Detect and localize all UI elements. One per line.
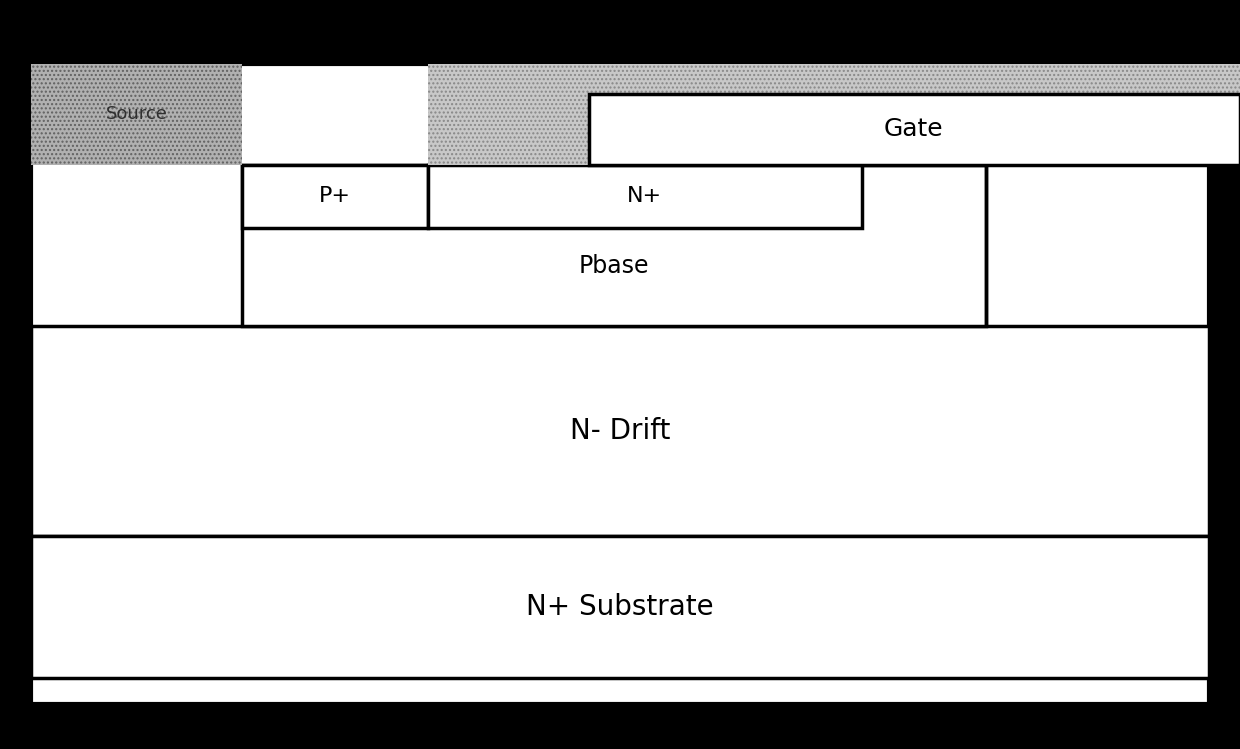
- Bar: [242, 165, 428, 228]
- Text: N+: N+: [627, 187, 662, 206]
- Bar: [428, 165, 862, 228]
- Text: P+: P+: [319, 187, 351, 206]
- Bar: [31, 64, 242, 165]
- Bar: [31, 64, 1209, 704]
- Bar: [0, 704, 1240, 749]
- Bar: [31, 326, 1209, 536]
- Bar: [428, 94, 589, 165]
- Text: Pbase: Pbase: [579, 254, 649, 278]
- Bar: [428, 64, 1240, 94]
- Bar: [589, 94, 1240, 165]
- Bar: [0, 0, 1240, 64]
- Text: Source: Source: [105, 105, 167, 123]
- Bar: [31, 536, 1209, 678]
- Text: N- Drift: N- Drift: [570, 416, 670, 445]
- Text: N+ Substrate: N+ Substrate: [526, 592, 714, 621]
- Text: Gate: Gate: [884, 117, 944, 141]
- Bar: [242, 165, 986, 326]
